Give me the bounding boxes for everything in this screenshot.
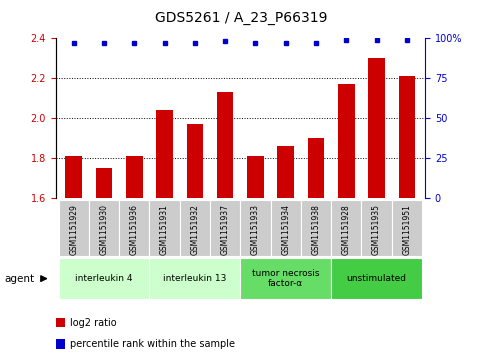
Bar [361, 200, 392, 256]
Bar [56, 339, 65, 348]
Text: percentile rank within the sample: percentile rank within the sample [70, 339, 235, 349]
Bar [392, 200, 422, 256]
Text: GSM1151938: GSM1151938 [312, 204, 321, 255]
Text: agent: agent [5, 274, 35, 284]
Bar [89, 200, 119, 256]
Bar [126, 156, 142, 198]
Text: GSM1151951: GSM1151951 [402, 204, 412, 255]
Bar [368, 58, 385, 198]
Bar [270, 200, 301, 256]
Text: tumor necrosis
factor-α: tumor necrosis factor-α [252, 269, 319, 288]
Text: GSM1151935: GSM1151935 [372, 204, 381, 255]
Bar [149, 258, 241, 299]
Bar [65, 156, 82, 198]
Bar [247, 156, 264, 198]
Text: GDS5261 / A_23_P66319: GDS5261 / A_23_P66319 [155, 11, 328, 25]
Text: unstimulated: unstimulated [347, 274, 407, 283]
Text: GSM1151930: GSM1151930 [99, 204, 109, 255]
Text: GSM1151928: GSM1151928 [342, 204, 351, 255]
Text: GSM1151937: GSM1151937 [221, 204, 229, 255]
Text: interleukin 13: interleukin 13 [163, 274, 227, 283]
Bar [308, 138, 325, 198]
Bar [156, 110, 173, 198]
Bar [398, 76, 415, 198]
Bar [186, 124, 203, 198]
Bar [241, 258, 331, 299]
Text: GSM1151932: GSM1151932 [190, 204, 199, 255]
Text: GSM1151936: GSM1151936 [130, 204, 139, 255]
Bar [301, 200, 331, 256]
Bar [331, 200, 361, 256]
Bar [58, 258, 149, 299]
Bar [210, 200, 241, 256]
Bar [338, 84, 355, 198]
Bar [149, 200, 180, 256]
Text: GSM1151931: GSM1151931 [160, 204, 169, 255]
Text: GSM1151933: GSM1151933 [251, 204, 260, 255]
Bar [241, 200, 270, 256]
Bar [180, 200, 210, 256]
Text: GSM1151929: GSM1151929 [69, 204, 78, 255]
Bar [96, 168, 113, 198]
Bar [56, 318, 65, 327]
Bar [331, 258, 422, 299]
Bar [277, 146, 294, 198]
Text: GSM1151934: GSM1151934 [281, 204, 290, 255]
Bar [119, 200, 149, 256]
Text: log2 ratio: log2 ratio [70, 318, 116, 327]
Bar [217, 92, 233, 198]
Text: interleukin 4: interleukin 4 [75, 274, 133, 283]
Bar [58, 200, 89, 256]
